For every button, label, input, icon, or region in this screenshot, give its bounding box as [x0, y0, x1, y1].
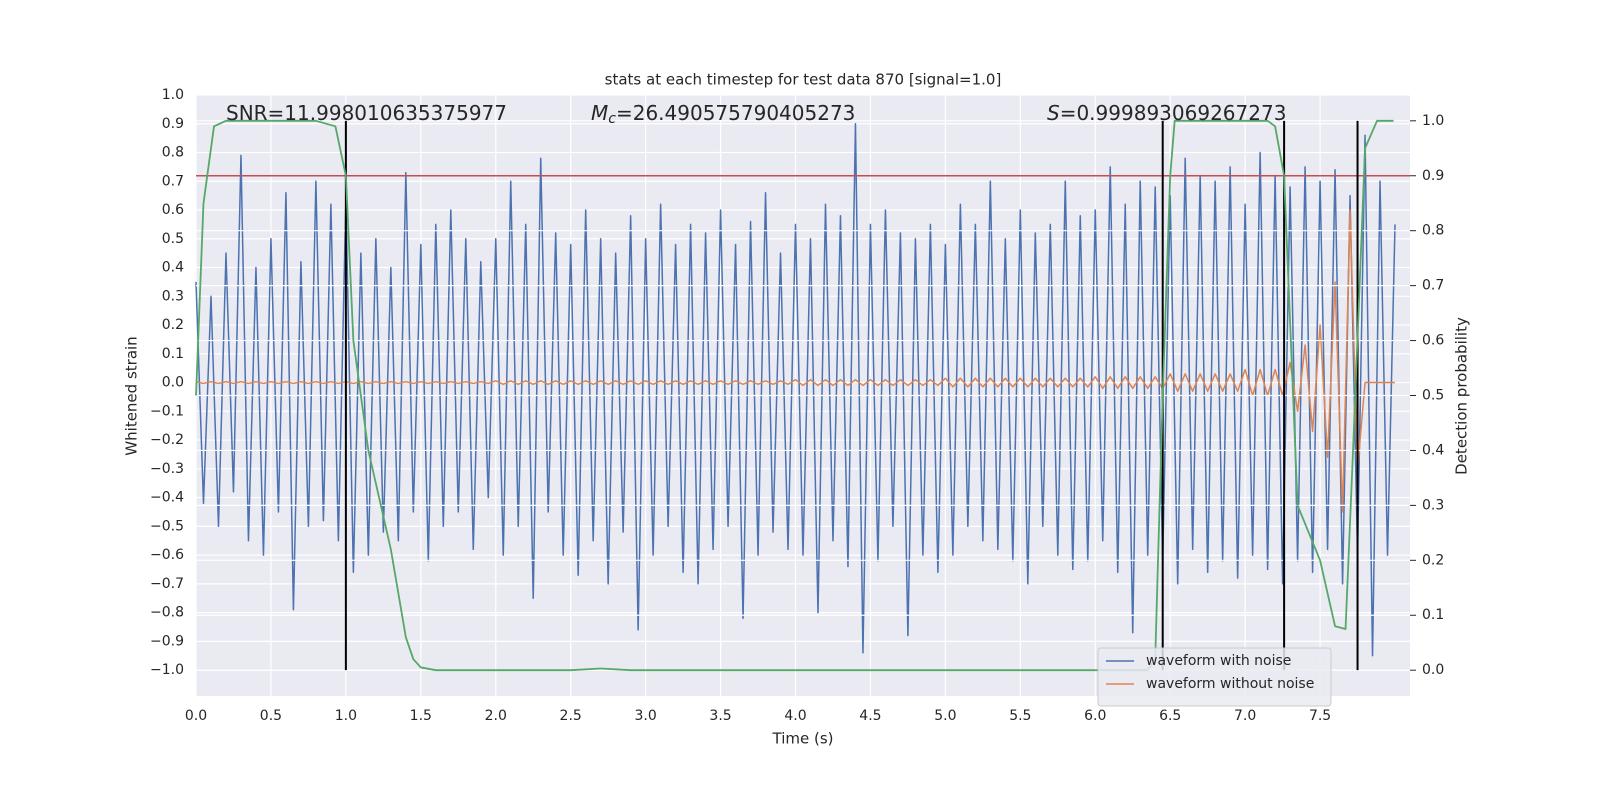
x-tick-label: 2.5: [560, 708, 582, 724]
legend-label: waveform without noise: [1146, 676, 1314, 692]
x-tick-label: 3.0: [634, 708, 656, 724]
y-tick-label: −0.2: [150, 432, 184, 448]
x-tick-label: 7.5: [1309, 708, 1331, 724]
y-axis-label: Whitened strain: [123, 336, 141, 455]
annotation: Mc=26.490575790405273: [591, 101, 855, 128]
annotation-text: =26.490575790405273: [616, 101, 855, 125]
y2-tick-label: 0.7: [1422, 278, 1444, 294]
annotation: SNR=11.998010635375977: [226, 101, 507, 125]
y2-tick-label: 0.9: [1422, 168, 1444, 184]
x-tick-label: 5.5: [1009, 708, 1031, 724]
y-tick-label: −0.4: [150, 490, 184, 506]
series-line: [195, 123, 1396, 657]
annotation-text: SNR=11.998010635375977: [226, 101, 507, 125]
y2-tick-label: 0.8: [1422, 223, 1444, 239]
y-tick-label: 0.0: [162, 375, 184, 391]
annotation-symbol: S: [1047, 101, 1060, 125]
y-tick-label: 0.2: [162, 317, 184, 333]
y2-tick-label: 0.6: [1422, 333, 1444, 349]
y-tick-label: 0.5: [162, 231, 184, 247]
y2-tick-label: 0.0: [1422, 662, 1444, 678]
y-tick-label: 0.3: [162, 288, 184, 304]
x-tick-label: 0.5: [260, 708, 282, 724]
annotation-text: =0.999893069267273: [1060, 101, 1287, 125]
y-tick-label: 0.6: [162, 202, 184, 218]
y2-tick-label: 0.5: [1422, 388, 1444, 404]
annotation: S=0.999893069267273: [1047, 101, 1286, 125]
y2-tick-label: 0.1: [1422, 607, 1444, 623]
x-tick-label: 4.5: [859, 708, 881, 724]
y-tick-label: −0.7: [150, 576, 184, 592]
legend-box: [1097, 647, 1332, 707]
x-tick-label: 4.0: [784, 708, 806, 724]
y-tick-label: −0.3: [150, 461, 184, 477]
y2-tick-label: 0.4: [1422, 442, 1444, 458]
x-axis-label: Time (s): [772, 730, 834, 748]
x-tick-label: 5.0: [934, 708, 956, 724]
x-tick-label: 1.5: [410, 708, 432, 724]
y-tick-label: 0.9: [162, 116, 184, 132]
legend-label: waveform with noise: [1146, 653, 1291, 669]
y-tick-label: −0.8: [150, 605, 184, 621]
x-tick-label: 1.0: [335, 708, 357, 724]
y-tick-label: −0.9: [150, 633, 184, 649]
y-tick-label: 0.1: [162, 346, 184, 362]
y-tick-label: 0.7: [162, 173, 184, 189]
annotation-subscript: c: [608, 111, 616, 127]
x-tick-label: 6.5: [1159, 708, 1181, 724]
series-line: [195, 209, 1396, 513]
x-tick-label: 2.0: [485, 708, 507, 724]
y-tick-label: 0.4: [162, 260, 184, 276]
y-tick-label: −1.0: [150, 662, 184, 678]
y2-tick-label: 0.3: [1422, 497, 1444, 513]
chart-title: stats at each timestep for test data 870…: [605, 71, 1002, 89]
x-tick-label: 0.0: [185, 708, 207, 724]
y2-axis-label: Detection probability: [1453, 317, 1471, 475]
annotation-symbol: M: [591, 101, 608, 125]
y-tick-label: 1.0: [162, 87, 184, 103]
y-tick-label: 0.8: [162, 145, 184, 161]
series-line: [195, 119, 1394, 672]
y-tick-label: −0.6: [150, 547, 184, 563]
x-tick-label: 3.5: [709, 708, 731, 724]
y2-tick-label: 0.2: [1422, 552, 1444, 568]
y-tick-label: −0.5: [150, 518, 184, 534]
y-tick-label: −0.1: [150, 403, 184, 419]
y2-tick-label: 1.0: [1422, 113, 1444, 129]
x-tick-label: 7.0: [1234, 708, 1256, 724]
x-tick-label: 6.0: [1084, 708, 1106, 724]
